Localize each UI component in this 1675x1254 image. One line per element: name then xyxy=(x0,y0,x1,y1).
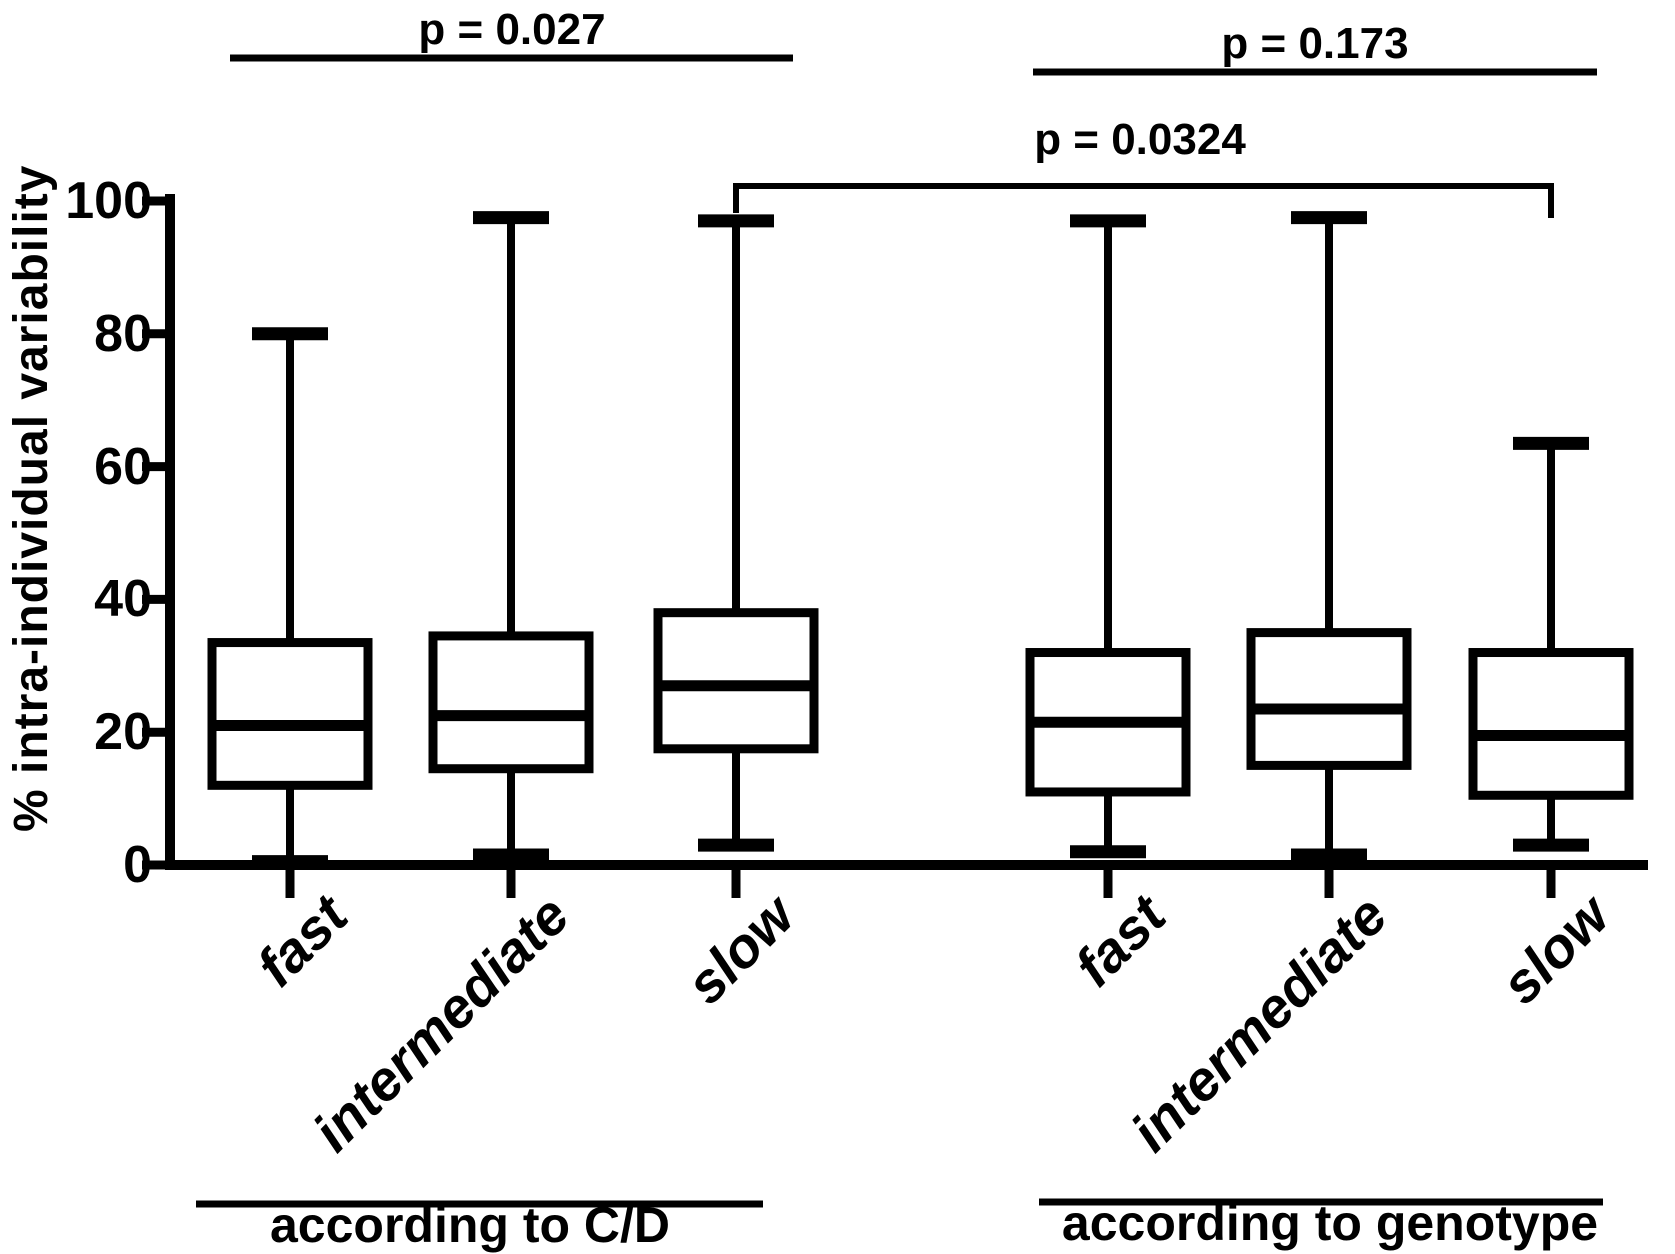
p-value-label-cd: p = 0.027 xyxy=(418,5,606,54)
group-label-genotype: according to genotype xyxy=(1061,1195,1599,1251)
p-value-label-slow-vs-slow: p = 0.0324 xyxy=(1034,115,1246,164)
box-iqr-cd-fast xyxy=(207,638,373,790)
box-iqr-genotype-intermediate xyxy=(1246,628,1412,770)
p-value-label-genotype: p = 0.173 xyxy=(1221,19,1409,68)
y-tick-label-0: 0 xyxy=(123,836,152,894)
box-iqr-cd-intermediate xyxy=(428,631,594,774)
y-tick-label-40: 40 xyxy=(94,570,152,629)
y-tick-label-80: 80 xyxy=(94,304,152,363)
y-tick-label-20: 20 xyxy=(94,703,152,762)
y-tick-label-100: 100 xyxy=(65,172,152,230)
y-axis-title: % intra-individual variability xyxy=(5,164,58,832)
p-bracket-slow-vs-slow xyxy=(733,183,1554,218)
box-iqr-genotype-slow xyxy=(1468,648,1634,800)
group-label-cd: according to C/D xyxy=(269,1197,671,1253)
y-tick-label-60: 60 xyxy=(94,437,152,496)
